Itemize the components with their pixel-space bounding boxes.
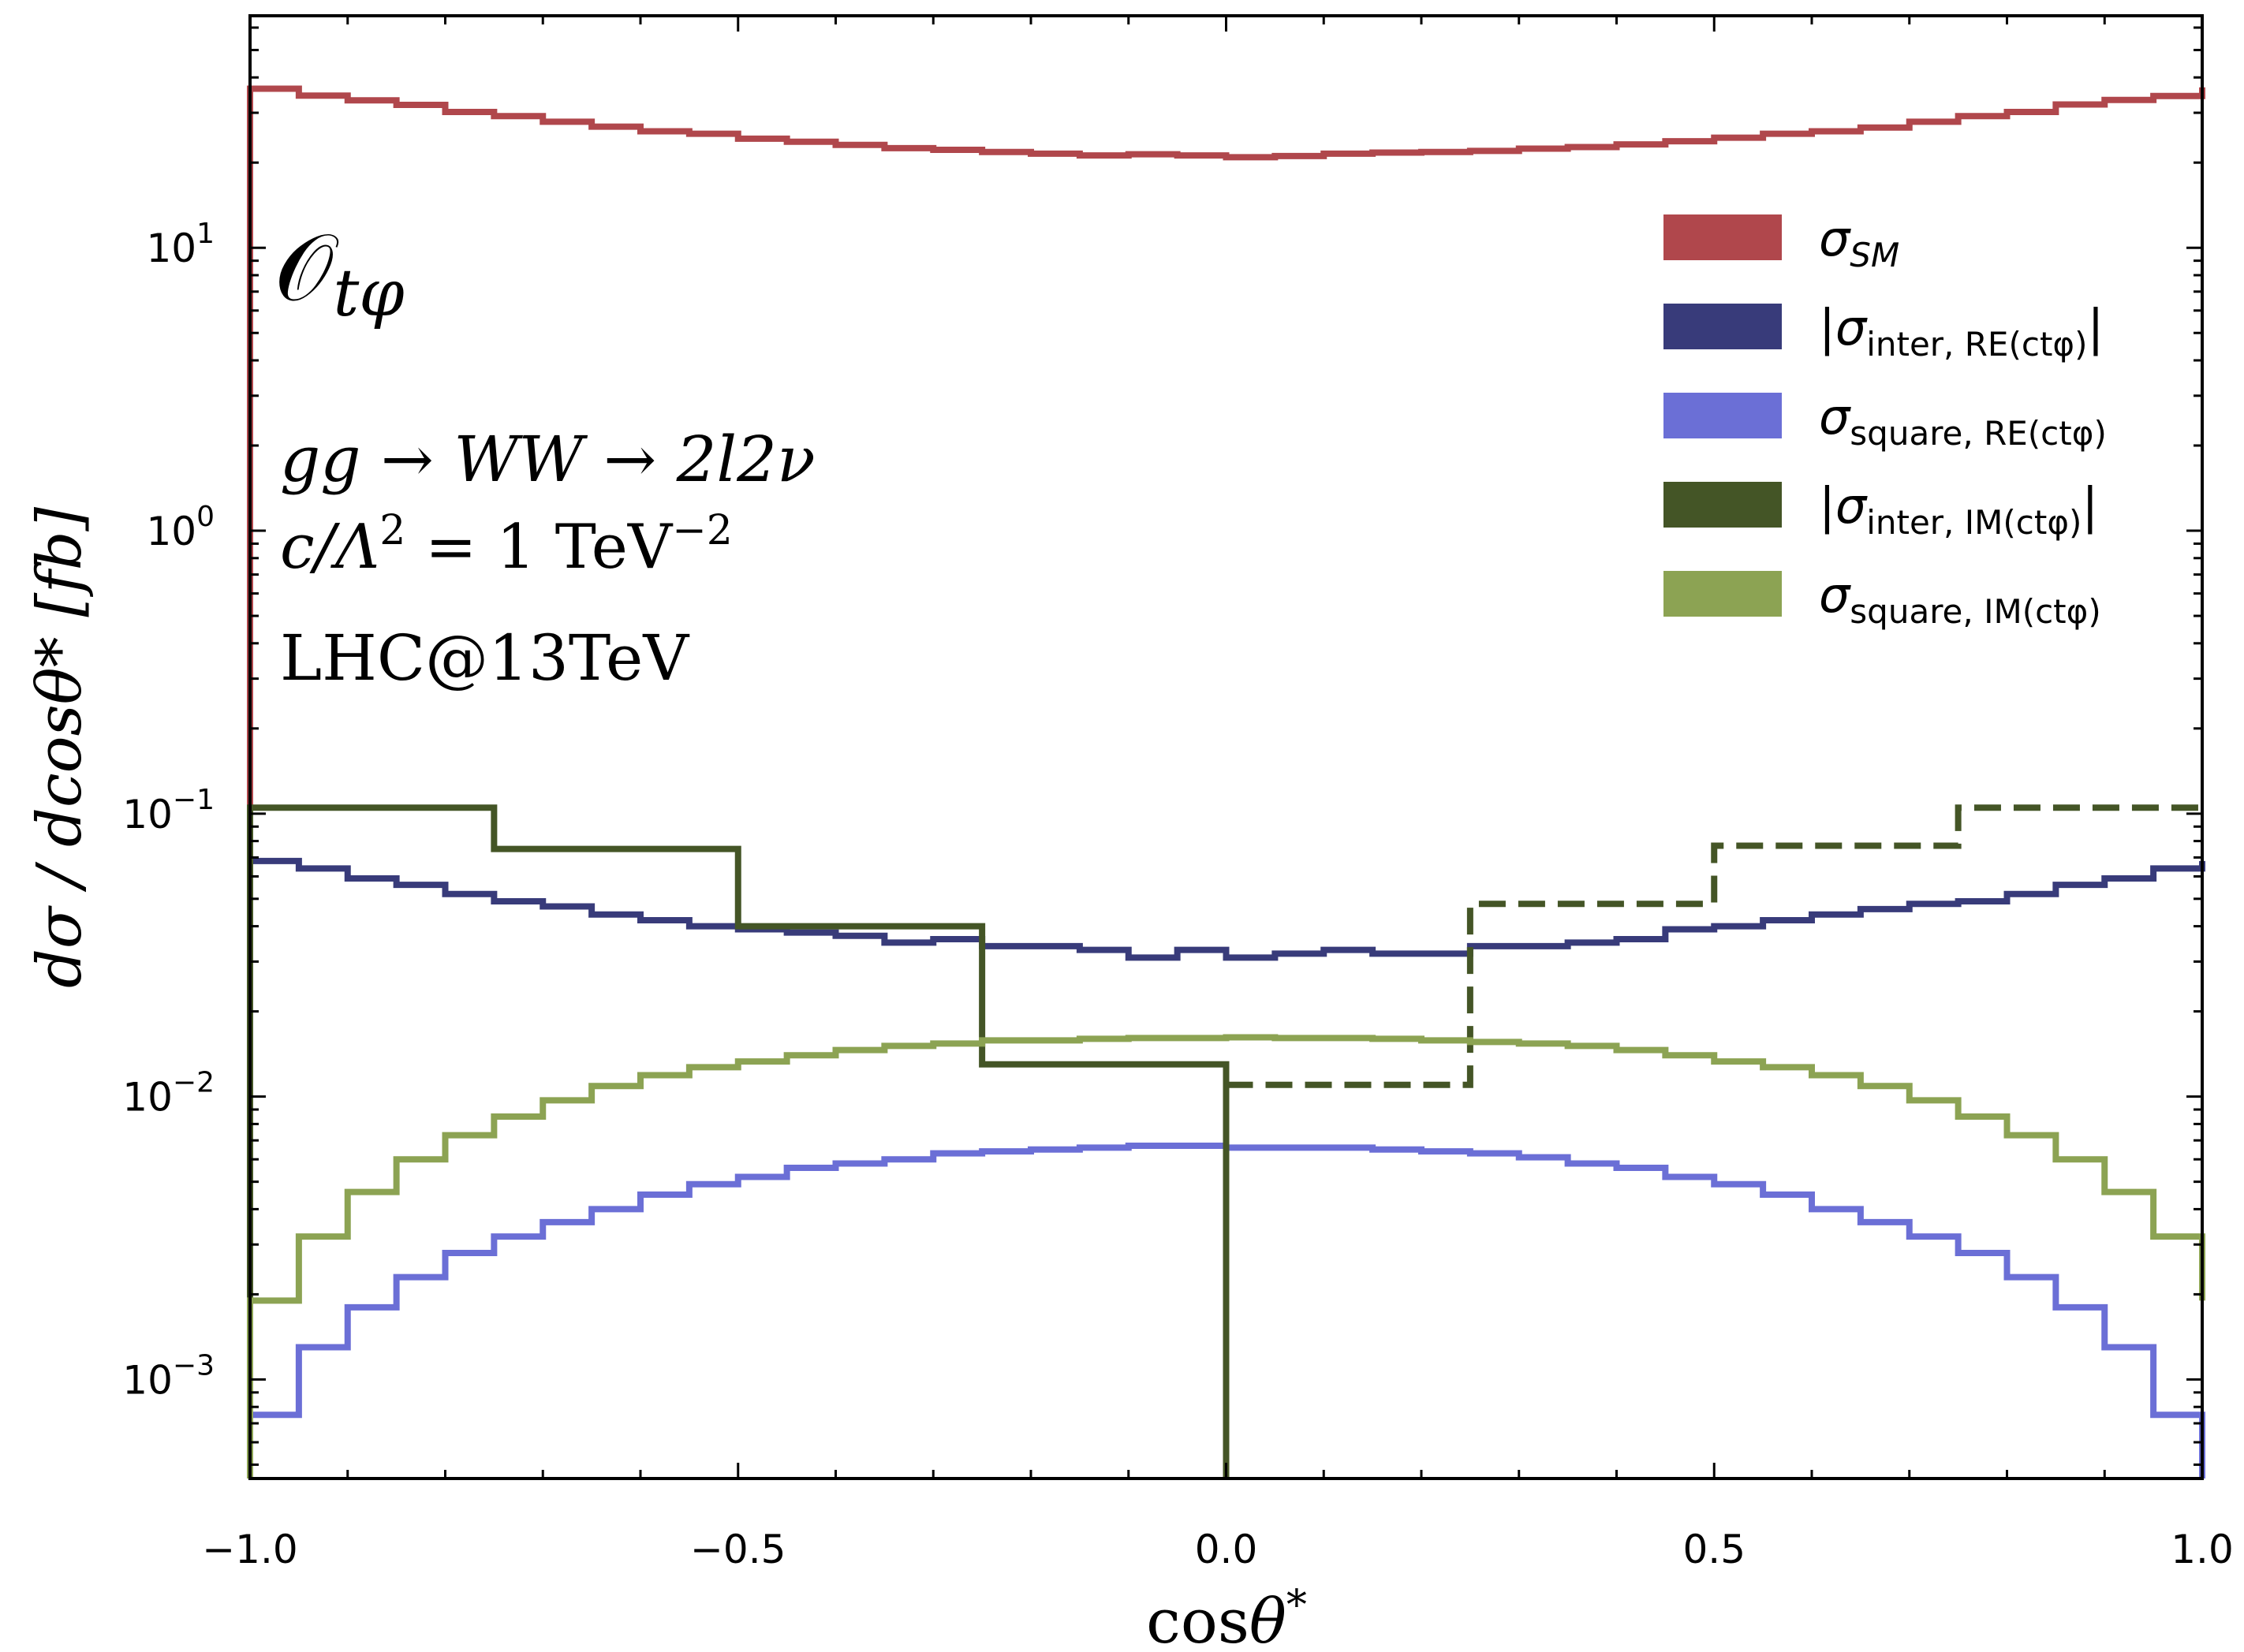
legend-swatch-square-im — [1663, 571, 1782, 617]
legend-label-sm: σSM — [1819, 210, 1899, 274]
legend-label-square-im: σsquare, IM(ctφ) — [1819, 566, 2101, 631]
x-tick-label: −1.0 — [202, 1527, 297, 1572]
plot-frame — [248, 14, 2204, 1480]
x-tick-label: 0.0 — [1195, 1527, 1258, 1572]
legend-swatch-square-re — [1663, 393, 1782, 438]
x-tick-label: 0.5 — [1682, 1527, 1746, 1572]
y-axis-title: dσ / dcosθ* [fb] — [24, 506, 95, 988]
legend-swatch-sm — [1663, 214, 1782, 260]
x-tick-labels: −1.0 −0.5 0.0 0.5 1.0 — [202, 1527, 2233, 1572]
x-axis-title: cosθ* — [1146, 1582, 1307, 1652]
legend-label-inter-im: |σinter, IM(ctφ)| — [1819, 477, 2098, 542]
coupling-label: c/Λ2 = 1 TeV−2 — [280, 507, 733, 583]
process-label: gg → WW → 2l2ν — [280, 423, 816, 496]
legend-label-square-re: σsquare, RE(ctφ) — [1819, 388, 2107, 453]
legend: σSM |σinter, RE(ctφ)| σsquare, RE(ctφ) |σin… — [1663, 210, 2107, 631]
legend-swatch-inter-im — [1663, 482, 1782, 528]
series-sm — [247, 85, 2205, 1479]
legend-label-inter-re: |σinter, RE(ctφ)| — [1819, 299, 2104, 364]
series-square-im — [247, 1034, 2205, 1479]
x-tick-label: −0.5 — [690, 1527, 786, 1572]
y-tick-label: 101 — [146, 218, 215, 271]
legend-swatch-inter-re — [1663, 304, 1782, 349]
y-tick-label: 10−3 — [122, 1349, 215, 1403]
series-layer — [247, 85, 2205, 1479]
y-tick-label: 10−1 — [122, 784, 215, 837]
series-inter-re — [247, 857, 2205, 1479]
operator-label: 𝒪tφ — [274, 213, 405, 331]
collider-label: LHC@13TeV — [280, 621, 689, 695]
y-tick-label: 100 — [146, 501, 215, 554]
x-tick-label: 1.0 — [2171, 1527, 2234, 1572]
y-tick-labels: 101 100 10−1 10−2 10−3 — [122, 218, 215, 1403]
series-inter-im — [247, 804, 1230, 1479]
series-inter-im-positive — [1226, 804, 2202, 1088]
y-tick-label: 10−2 — [122, 1067, 215, 1121]
